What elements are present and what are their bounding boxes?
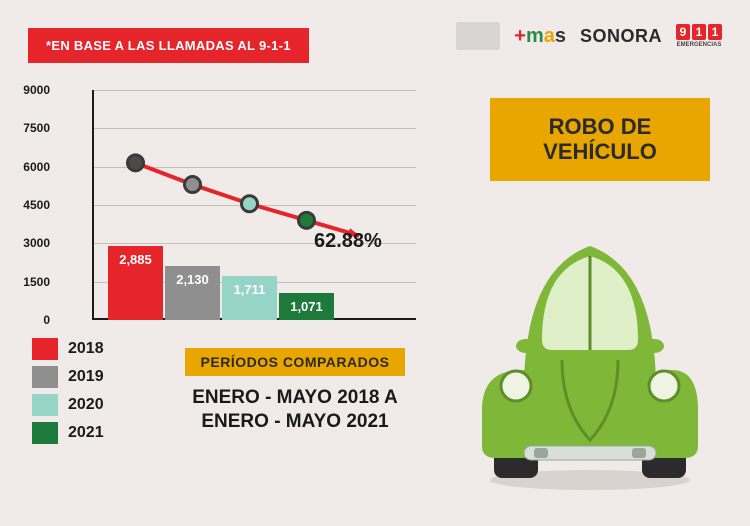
header-logos: +mas SONORA 9 1 1 EMERGENCIAS (456, 22, 722, 50)
y-tick: 7500 (23, 121, 50, 135)
legend-item-2018: 2018 (32, 338, 104, 360)
chart: 0150030004500600075009000 2,8852,1301,71… (56, 90, 416, 320)
logo-ssp (456, 22, 500, 50)
percent-reduction-label: 62.88% (314, 230, 382, 253)
y-tick: 4500 (23, 198, 50, 212)
title-badge: ROBO DE VEHÍCULO (490, 98, 710, 181)
trend-line (92, 90, 416, 320)
header-banner: *EN BASE A LAS LLAMADAS AL 9-1-1 (28, 28, 309, 63)
logo-911-sub: EMERGENCIAS (677, 42, 722, 48)
car-illustration (470, 210, 710, 500)
legend-label: 2019 (68, 368, 104, 386)
periods-line1: ENERO - MAYO 2018 A (160, 386, 430, 410)
logo-911: 9 1 1 EMERGENCIAS (676, 24, 722, 48)
logo-911-d3: 1 (708, 24, 722, 40)
title-line2: VEHÍCULO (500, 139, 700, 164)
periods-block: PERÍODOS COMPARADOS ENERO - MAYO 2018 A … (160, 348, 430, 434)
legend-label: 2018 (68, 340, 104, 358)
logo-911-d2: 1 (692, 24, 706, 40)
legend-label: 2021 (68, 424, 104, 442)
logo-sonora: SONORA (580, 26, 662, 47)
logo-mas: +mas (514, 25, 566, 48)
legend-label: 2020 (68, 396, 104, 414)
legend-item-2021: 2021 (32, 422, 104, 444)
title-line1: ROBO DE (500, 114, 700, 139)
y-tick: 9000 (23, 83, 50, 97)
legend-swatch (32, 366, 58, 388)
legend-item-2020: 2020 (32, 394, 104, 416)
y-tick: 3000 (23, 236, 50, 250)
y-tick: 6000 (23, 160, 50, 174)
periods-line2: ENERO - MAYO 2021 (160, 410, 430, 434)
logo-911-d1: 9 (676, 24, 690, 40)
y-tick: 1500 (23, 275, 50, 289)
legend-item-2019: 2019 (32, 366, 104, 388)
legend: 2018 2019 2020 2021 (32, 338, 104, 444)
periods-badge: PERÍODOS COMPARADOS (185, 348, 406, 376)
legend-swatch (32, 394, 58, 416)
legend-swatch (32, 422, 58, 444)
y-tick: 0 (43, 313, 50, 327)
periods-text: ENERO - MAYO 2018 A ENERO - MAYO 2021 (160, 386, 430, 434)
legend-swatch (32, 338, 58, 360)
